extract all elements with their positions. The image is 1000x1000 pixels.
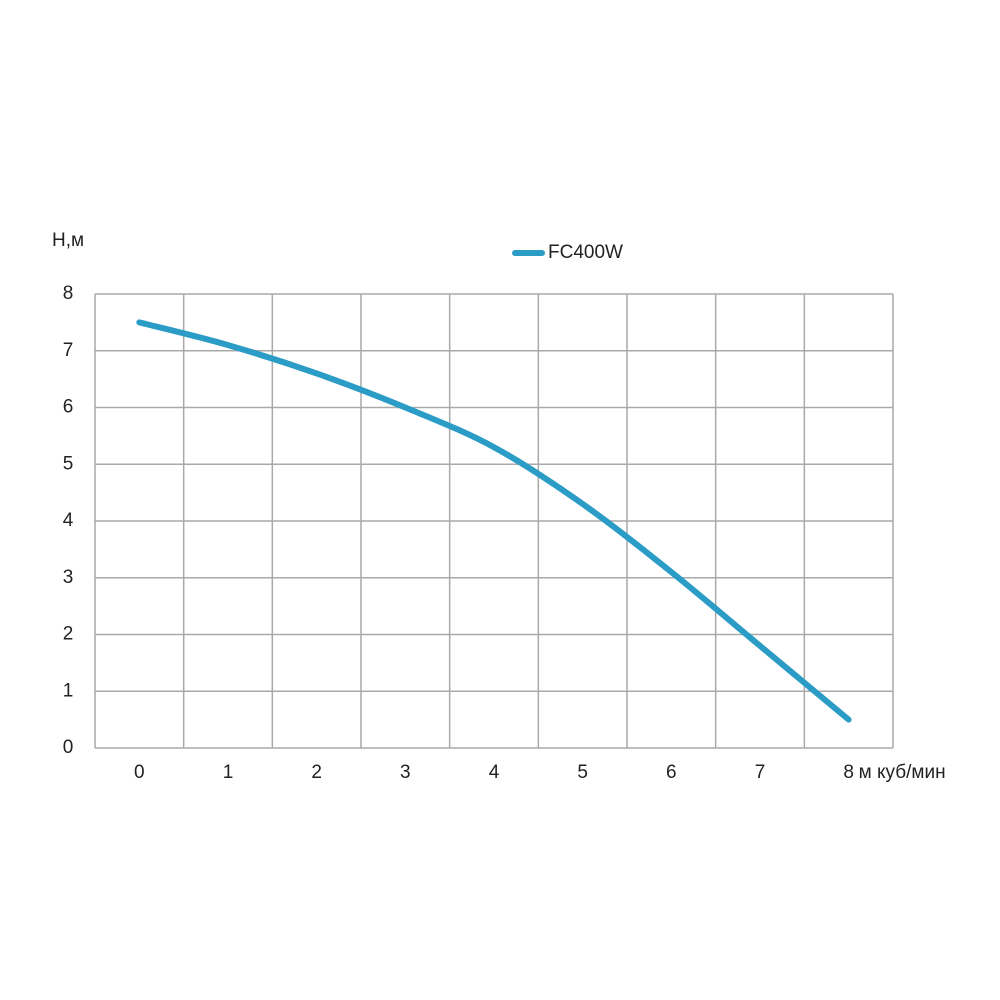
x-tick-label: 4 [489,762,500,783]
y-axis-label: H,м [52,230,84,251]
x-tick-label: 2 [311,762,322,783]
y-tick-label: 1 [63,680,74,701]
y-tick-label: 0 [63,737,74,758]
y-tick-label: 6 [63,397,74,418]
legend-label: FC400W [548,242,623,263]
x-axis-label: м куб/мин [859,762,946,783]
y-tick-label: 3 [63,567,74,588]
y-tick-label: 2 [63,624,74,645]
x-tick-label: 0 [134,762,145,783]
x-tick-label: 7 [755,762,766,783]
x-tick-label: 5 [577,762,588,783]
x-tick-label: 8 [843,762,854,783]
x-tick-label: 1 [223,762,234,783]
y-tick-label: 8 [63,283,74,304]
y-tick-label: 5 [63,453,74,474]
series-line [136,319,852,723]
x-tick-label: 6 [666,762,677,783]
x-tick-label: 3 [400,762,411,783]
y-tick-label: 7 [63,340,74,361]
y-tick-label: 4 [63,510,74,531]
